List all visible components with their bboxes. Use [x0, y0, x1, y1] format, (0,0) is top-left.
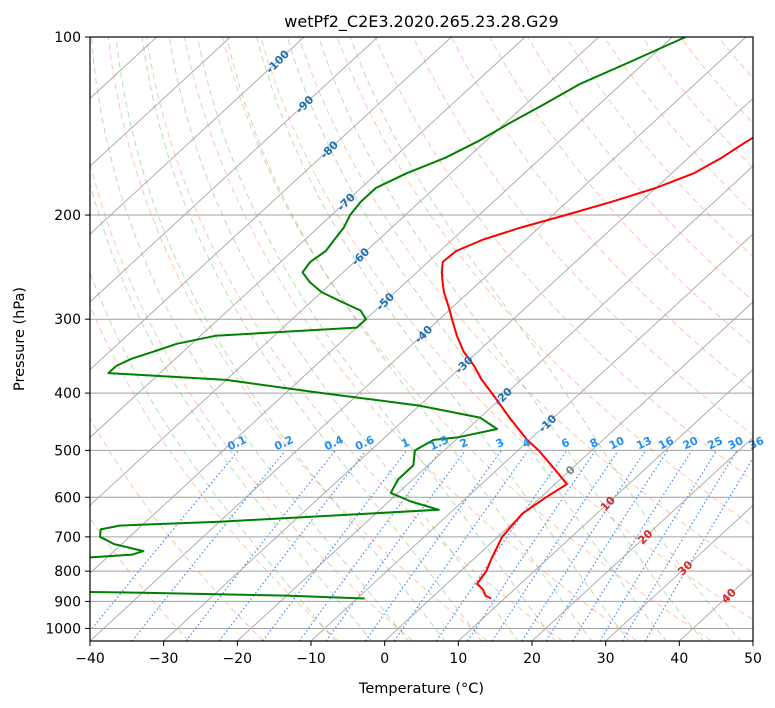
- mixing-ratio-label: 25: [705, 434, 724, 452]
- x-tick-label: 50: [744, 651, 762, 667]
- isotherm-line: [90, 37, 379, 303]
- moist-adiabat-line: [226, 37, 593, 641]
- moist-adiabat-line: [168, 37, 519, 641]
- isotherm-line: [605, 504, 753, 641]
- mixing-ratio-line: [545, 450, 669, 641]
- y-tick-label: 600: [54, 490, 81, 506]
- temperature-profile-line: [440, 136, 753, 600]
- chart-title: wetPf2_C2E3.2020.265.23.28.G29: [284, 12, 558, 32]
- mixing-ratio-label: 36: [747, 434, 767, 452]
- dry-adiabat-line: [489, 37, 753, 347]
- mixing-ratio-line: [298, 450, 442, 641]
- dry-adiabat-line: [450, 37, 753, 391]
- mixing-ratio-line: [262, 450, 408, 641]
- y-axis-label: Pressure (hPa): [12, 287, 28, 391]
- x-tick-label: 30: [597, 651, 615, 667]
- dry-adiabat-line: [145, 37, 563, 641]
- isotherm-line: [90, 37, 452, 371]
- moist-adiabat-line: [318, 37, 705, 641]
- isobar-grid: [90, 37, 753, 629]
- mixing-ratio-line: [90, 450, 239, 632]
- y-tick-label: 500: [54, 443, 81, 459]
- isotherm-line: [90, 37, 305, 235]
- isotherm-line: [236, 165, 753, 641]
- dry-adiabat-line: [298, 37, 753, 574]
- dry-adiabat-line: [412, 37, 753, 436]
- isotherm-line: [0, 37, 9, 641]
- y-tick-label: 400: [54, 386, 81, 402]
- isotherm-line: [90, 37, 673, 574]
- dry-adiabat-line: [260, 37, 753, 621]
- y-tick-label: 800: [54, 564, 81, 580]
- dry-adiabat-line: [374, 37, 753, 481]
- x-tick-label: −20: [223, 651, 253, 667]
- moist-adiabat-line: [286, 37, 667, 641]
- mixing-ratio-line: [599, 450, 718, 641]
- isotherm-line: [90, 37, 747, 641]
- isotherm-line: [384, 301, 753, 641]
- x-tick-label: 20: [523, 651, 541, 667]
- moist-adiabat-line: [90, 270, 336, 641]
- x-tick-label: −10: [296, 651, 326, 667]
- x-tick-label: 40: [670, 651, 688, 667]
- y-tick-label: 900: [54, 594, 81, 610]
- mixing-ratio-label: 16: [657, 434, 677, 452]
- mixing-ratio-line: [572, 450, 693, 641]
- mixing-ratio-label: 10: [607, 434, 627, 452]
- x-axis-label: Temperature (°C): [358, 681, 484, 697]
- moist-adiabat-line: [197, 37, 556, 641]
- dry-adiabat-line: [527, 37, 753, 302]
- plot-frame: [89, 36, 754, 642]
- mixing-ratio-line: [364, 450, 502, 641]
- moist-adiabats: [90, 37, 742, 641]
- mixing-ratio-label: 30: [726, 434, 746, 452]
- mixing-ratio-label: 13: [634, 434, 653, 452]
- mixing-ratio-line: [466, 450, 596, 641]
- isotherm-line: [310, 233, 753, 641]
- dry-adiabat-line: [90, 160, 414, 641]
- moist-adiabat-line: [90, 181, 373, 641]
- dry-adiabat-line: [183, 37, 638, 641]
- isotherm-line: [90, 37, 231, 167]
- y-tick-label: 700: [54, 530, 81, 546]
- y-tick-label: 1000: [45, 621, 81, 637]
- x-tick-label: 10: [449, 651, 467, 667]
- isotherm-line: [163, 97, 753, 641]
- isotherm-line: [531, 436, 753, 641]
- moist-adiabat-line: [90, 37, 410, 641]
- mixing-ratio-line: [435, 450, 568, 641]
- dry-adiabats: [90, 37, 775, 641]
- mixing-ratio-label: 20: [681, 434, 701, 452]
- dry-adiabat-line: [90, 417, 264, 641]
- y-tick-label: 100: [54, 30, 81, 46]
- x-tick-label: 0: [380, 651, 389, 667]
- dry-adiabat-line: [222, 37, 712, 641]
- dewpoint-profile-line: [90, 37, 687, 600]
- moist-adiabat-line: [115, 37, 446, 641]
- sounding-profiles: [90, 37, 753, 600]
- isotherm-line: [752, 640, 753, 641]
- x-axis-ticks: −40 −30 −20 −10 0 10 20 30 40 50: [75, 641, 762, 667]
- mixing-ratio-line: [218, 450, 367, 641]
- dry-adiabat-line: [336, 37, 753, 527]
- y-tick-label: 200: [54, 208, 81, 224]
- mixing-ratio-line: [521, 450, 647, 641]
- moist-adiabat-line: [349, 37, 742, 641]
- moist-adiabat-line: [141, 37, 483, 641]
- isotherm-line: [90, 37, 600, 507]
- x-tick-label: −30: [149, 651, 179, 667]
- y-axis-ticks: 1000 900 800 700 600 500 400 300 200 100: [45, 30, 90, 637]
- background-lines: [0, 37, 775, 641]
- isotherm-lines: [0, 37, 753, 641]
- mixing-ratio-line: [325, 450, 466, 641]
- y-tick-label: 300: [54, 312, 81, 328]
- dry-adiabat-line: [756, 37, 775, 641]
- x-tick-label: −40: [75, 651, 105, 667]
- isotherm-line: [457, 369, 753, 641]
